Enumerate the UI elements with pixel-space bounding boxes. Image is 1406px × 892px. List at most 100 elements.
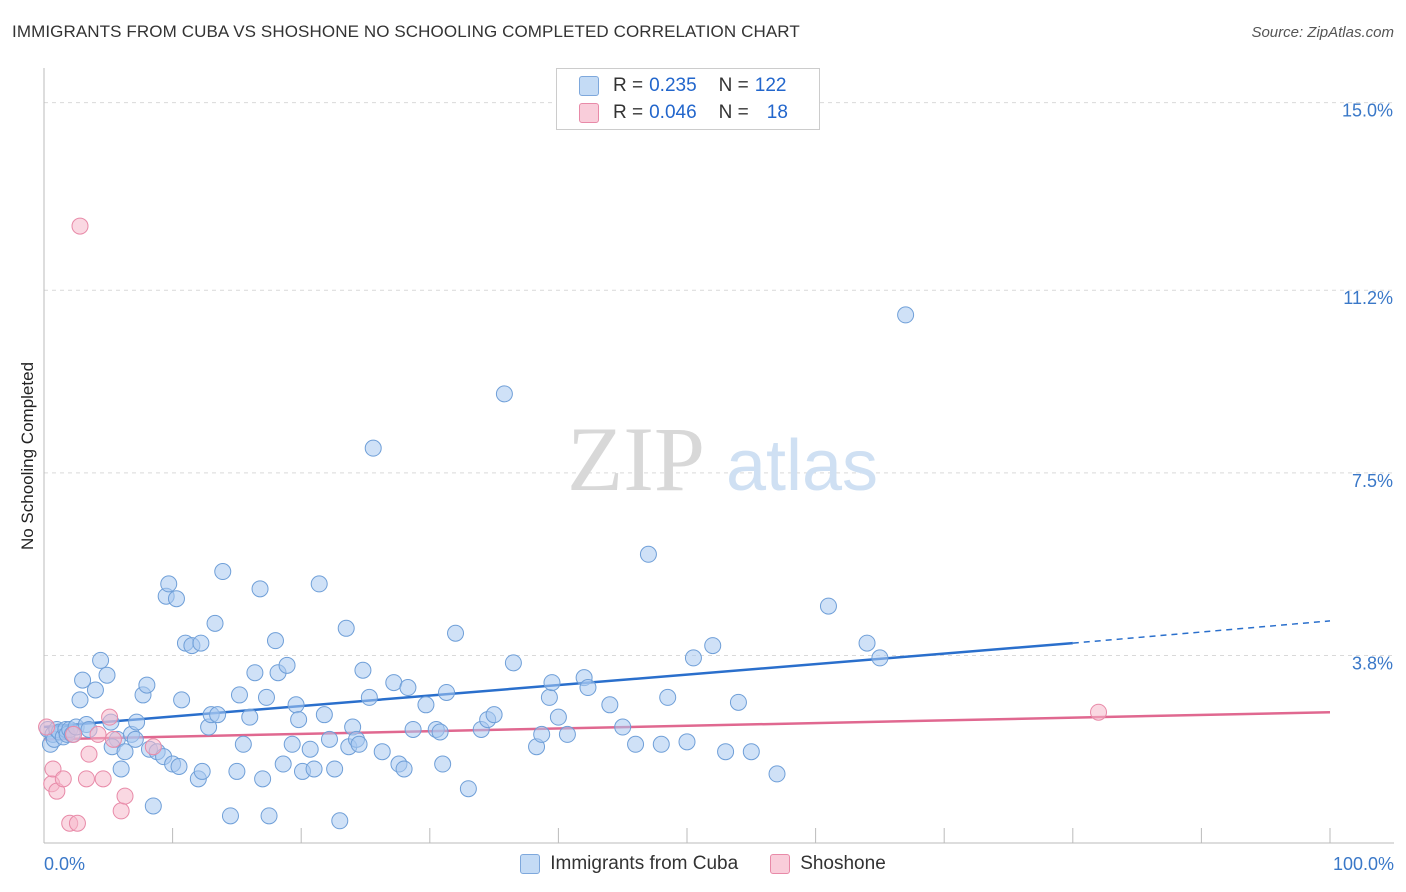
cuba-point xyxy=(251,580,269,598)
cuba-point xyxy=(246,664,264,682)
shoshone-point xyxy=(77,770,95,788)
legend: R = 0.235 N = 122 R = 0.046 N = 18 xyxy=(556,68,820,130)
cuba-point xyxy=(310,575,328,593)
cuba-point xyxy=(112,760,130,778)
cuba-point xyxy=(652,735,670,753)
y-tick-label: 11.2% xyxy=(1343,288,1393,308)
legend-row-shoshone: R = 0.046 N = 18 xyxy=(579,101,788,125)
cuba-point xyxy=(385,674,403,692)
cuba-point xyxy=(71,691,89,709)
cuba-point xyxy=(768,765,786,783)
legend-r-label: R = xyxy=(613,75,644,96)
cuba-point xyxy=(126,730,144,748)
cuba-point xyxy=(228,762,246,780)
shoshone-point xyxy=(44,760,62,778)
cuba-point xyxy=(254,770,272,788)
cuba-point xyxy=(417,696,435,714)
grid-lines xyxy=(44,102,1394,656)
legend-row-cuba: R = 0.235 N = 122 xyxy=(579,74,786,98)
cuba-point xyxy=(684,649,702,667)
cuba-point xyxy=(74,671,92,689)
shoshone-point xyxy=(1090,703,1108,721)
cuba-point xyxy=(326,760,344,778)
cuba-point xyxy=(283,735,301,753)
cuba-point xyxy=(639,545,657,563)
shoshone-point xyxy=(144,738,162,756)
cuba-point xyxy=(871,649,889,667)
cuba-point xyxy=(241,708,259,726)
cuba-point xyxy=(257,688,275,706)
cuba-point xyxy=(86,681,104,699)
cuba-point xyxy=(320,730,338,748)
cuba-point xyxy=(614,718,632,736)
cuba-point xyxy=(354,661,372,679)
cuba-point xyxy=(395,760,413,778)
cuba-point xyxy=(558,725,576,743)
cuba-point xyxy=(116,743,134,761)
legend-swatch-shoshone xyxy=(579,103,599,123)
cuba-point xyxy=(234,735,252,753)
watermark-zip: ZIP xyxy=(567,408,705,510)
series-swatch-cuba xyxy=(520,854,541,874)
cuba-point xyxy=(92,651,110,669)
cuba-point xyxy=(459,780,477,798)
cuba-point xyxy=(438,683,456,701)
cuba-point xyxy=(659,688,677,706)
cuba-point xyxy=(192,634,210,652)
source-credit: Source: ZipAtlas.com xyxy=(1251,24,1394,41)
cuba-point xyxy=(360,688,378,706)
legend-swatch-cuba xyxy=(579,76,599,96)
cuba-point xyxy=(404,720,422,738)
shoshone-point xyxy=(38,718,56,736)
legend-r-label: R = xyxy=(613,102,644,123)
cuba-point xyxy=(173,691,191,709)
cuba-point xyxy=(704,637,722,655)
trend-lines xyxy=(43,620,1331,741)
watermark-atlas: atlas xyxy=(726,426,878,506)
cuba-point xyxy=(315,706,333,724)
cuba-point xyxy=(305,760,323,778)
shoshone-point xyxy=(101,708,119,726)
cuba-point xyxy=(214,563,232,581)
series-label-cuba: Immigrants from Cuba xyxy=(550,853,739,874)
shoshone-trend-line xyxy=(43,710,1331,741)
cuba-point xyxy=(128,713,146,731)
shoshone-point xyxy=(94,770,112,788)
y-tick-label: 15.0% xyxy=(1342,101,1393,121)
cuba-point xyxy=(540,688,558,706)
shoshone-point xyxy=(116,787,134,805)
cuba-point xyxy=(290,711,308,729)
cuba-point xyxy=(160,575,178,593)
cuba-point xyxy=(627,735,645,753)
cuba-point xyxy=(858,634,876,652)
cuba-point xyxy=(138,676,156,694)
cuba-point xyxy=(144,797,162,815)
series-legend-cuba: Immigrants from Cuba xyxy=(520,853,738,875)
cuba-point xyxy=(170,758,188,775)
y-tick-label: 3.8% xyxy=(1352,653,1393,673)
cuba-trend-extension xyxy=(1072,620,1331,644)
cuba-point xyxy=(260,807,278,825)
cuba-point xyxy=(337,619,355,637)
cuba-point xyxy=(678,733,696,751)
series-label-shoshone: Shoshone xyxy=(800,853,886,874)
shoshone-point xyxy=(80,745,98,763)
cuba-point xyxy=(485,706,503,724)
cuba-point xyxy=(897,306,915,324)
cuba-point xyxy=(533,725,551,743)
cuba-point xyxy=(504,654,522,672)
legend-r-value: 0.235 xyxy=(649,75,697,96)
cuba-point xyxy=(742,743,760,761)
shoshone-point xyxy=(112,802,130,820)
cuba-point xyxy=(209,706,227,724)
cuba-point xyxy=(729,693,747,711)
cuba-point xyxy=(230,686,248,704)
shoshone-point xyxy=(71,217,89,235)
cuba-point xyxy=(579,679,597,697)
cuba-point xyxy=(543,674,561,692)
data-points xyxy=(38,217,1108,832)
shoshone-point xyxy=(68,814,86,832)
cuba-point xyxy=(350,735,368,753)
shoshone-point xyxy=(104,730,122,748)
